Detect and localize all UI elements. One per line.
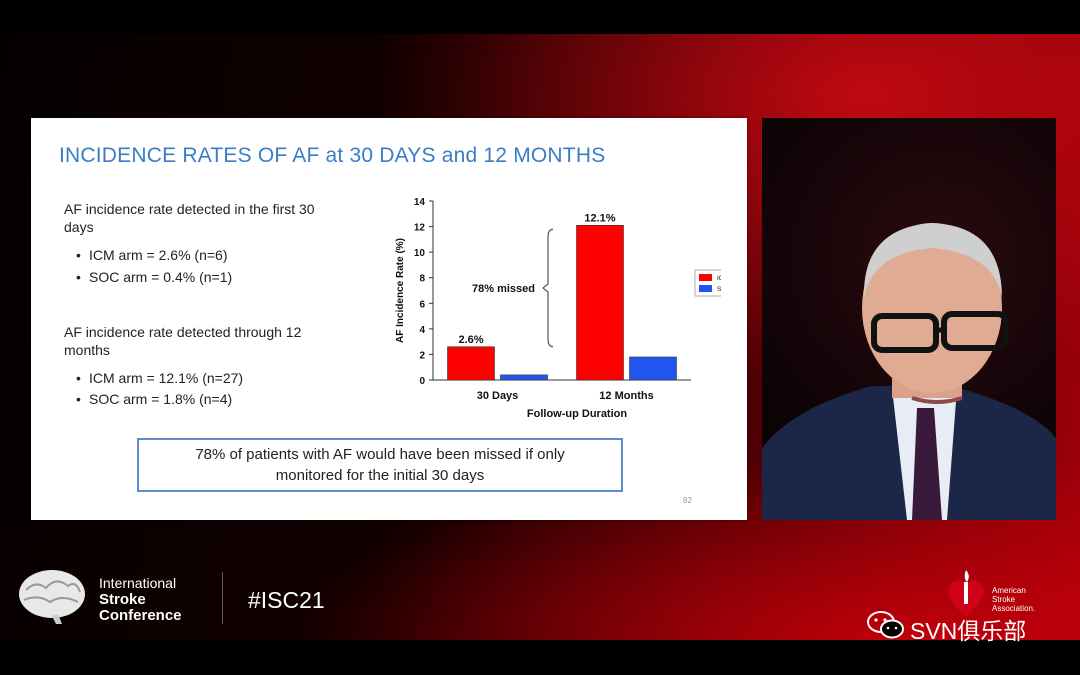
legend-swatch-icm	[699, 274, 712, 281]
legend-label-soc: SOC	[717, 286, 721, 293]
slide-page-number: 82	[683, 496, 692, 505]
legend-label-icm: ICM	[717, 275, 721, 282]
x-axis-label: Follow-up Duration	[527, 408, 627, 420]
y-axis-label: AF Incidence Rate (%)	[395, 238, 406, 343]
aha-line-1: American	[992, 586, 1026, 595]
af-incidence-bar-chart: 0 2 4 6 8 10 12 14 AF Incidence Rate (%) 30 Days 1…	[395, 197, 721, 420]
y-tick-label: 8	[419, 274, 425, 285]
section2-bullet-1: ICM arm = 12.1% (n=27)	[76, 369, 243, 387]
legend-swatch-soc	[699, 285, 712, 292]
section2-bullet-2: SOC arm = 1.8% (n=4)	[76, 390, 232, 408]
hashtag: #ISC21	[248, 587, 325, 613]
y-tick-label: 4	[419, 325, 425, 336]
y-tick-label: 2	[419, 350, 425, 361]
slide-panel: INCIDENCE RATES OF AF at 30 DAYS and 12 …	[31, 118, 747, 520]
aha-heart-torch-icon	[948, 570, 984, 616]
bar-soc-0	[500, 374, 548, 381]
bar-soc-1	[629, 356, 677, 381]
x-tick-label: 30 Days	[477, 390, 519, 402]
watermark-text: SVN俱乐部	[910, 618, 1027, 644]
section1-bullet-1: ICM arm = 2.6% (n=6)	[76, 246, 227, 264]
conference-line-2: Stroke	[99, 591, 146, 608]
x-tick-label: 12 Months	[599, 390, 653, 402]
speaker-video	[762, 118, 1056, 520]
letterbox-bottom	[0, 640, 1080, 675]
conference-line-3: Conference	[99, 607, 182, 624]
brain-logo-icon	[19, 570, 85, 624]
data-label: 2.6%	[458, 334, 483, 346]
callout-text: 78% of patients with AF would have been …	[195, 446, 565, 484]
section1-heading: AF incidence rate detected in the first …	[64, 201, 315, 235]
bar-icm-1	[576, 224, 624, 381]
annotation-text: 78% missed	[472, 283, 535, 295]
y-tick-label: 10	[414, 248, 426, 259]
wechat-icon	[867, 611, 904, 639]
data-label: 12.1%	[584, 212, 615, 224]
slide-title: INCIDENCE RATES OF AF at 30 DAYS and 12 …	[59, 144, 606, 167]
y-tick-label: 0	[419, 376, 425, 387]
y-tick-label: 14	[414, 197, 426, 208]
callout-box: 78% of patients with AF would have been …	[137, 438, 623, 492]
aha-line-2: Stroke	[992, 595, 1016, 604]
letterbox-top	[0, 0, 1080, 34]
section2-heading: AF incidence rate detected through 12 mo…	[64, 324, 302, 358]
y-tick-label: 6	[419, 299, 425, 310]
bracket-annotation	[542, 228, 554, 348]
conference-line-1: International	[99, 575, 177, 591]
aha-line-3: Association.	[992, 604, 1036, 613]
y-tick-label: 12	[414, 223, 426, 234]
footer-divider	[222, 572, 223, 624]
bar-icm-0	[447, 346, 495, 381]
section1-bullet-2: SOC arm = 0.4% (n=1)	[76, 268, 232, 286]
speaker-silhouette	[762, 223, 1056, 520]
